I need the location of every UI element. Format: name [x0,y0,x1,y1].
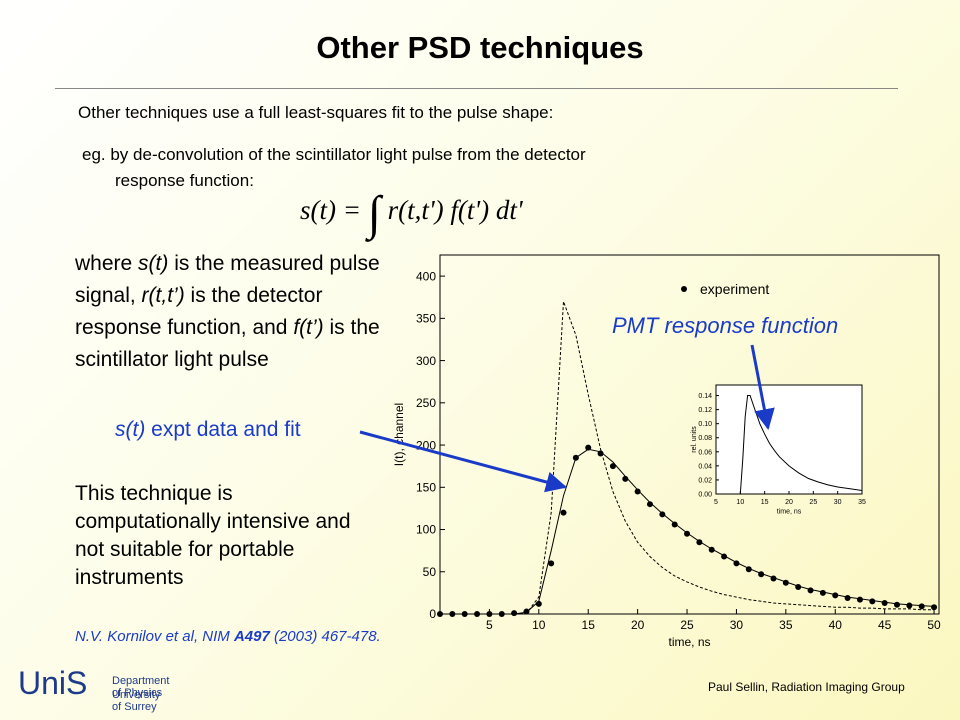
example-line: eg. by de-convolution of the scintillato… [82,145,586,164]
legend-label: experiment [700,281,769,297]
pmt-label: PMT response function [612,313,839,338]
x-tick-label: 35 [779,618,793,632]
y-axis-label: I(t), channel [392,403,406,466]
y-tick-label: 0.04 [698,463,712,470]
y-tick-label: 0.06 [698,449,712,456]
x-tick-label: 30 [730,618,744,632]
y-tick-label: 0.02 [698,477,712,484]
data-point [906,602,913,609]
x-tick-label: 20 [785,499,793,506]
curve [440,448,935,615]
x-tick-label: 40 [829,618,843,632]
logo-line: University of Surrey [112,689,161,713]
data-point [869,598,876,605]
x-tick-label: 25 [680,618,694,632]
equation-lhs: s(t) = [300,195,361,225]
y-tick-label: 300 [416,354,436,368]
curve [716,395,863,495]
footer: Paul Sellin, Radiation Imaging Group [708,680,905,694]
y-axis-label: rel. units [691,426,698,453]
example-text: eg. by de-convolution of the scintillato… [82,142,586,194]
equation: s(t) = ∫ r(t,t') f(t') dt' [300,186,523,241]
text: f(t’) [293,316,324,339]
x-tick-label: 10 [532,618,546,632]
text: N.V. Kornilov et al, NIM [75,628,234,645]
x-tick-label: 15 [582,618,596,632]
text: s(t) [138,252,169,275]
data-point [856,596,863,603]
y-tick-label: 350 [416,312,436,326]
slide-title: Other PSD techniques [316,30,644,65]
x-tick-label: 10 [736,499,744,506]
x-tick-label: 15 [761,499,769,506]
curve [440,301,935,615]
x-axis-label: time, ns [668,635,710,649]
y-tick-label: 0.10 [698,421,712,428]
x-tick-label: 45 [878,618,892,632]
x-tick-label: 5 [714,499,718,506]
y-tick-label: 0.08 [698,435,712,442]
y-tick-label: 0.00 [698,491,712,498]
fit-label: s(t) expt data and fit [115,418,301,442]
data-point [548,560,555,567]
text: where [75,252,139,275]
plot-frame [715,384,863,495]
data-point [931,604,938,611]
title-rule [55,88,898,89]
data-point [560,509,567,516]
data-point [646,501,653,508]
citation: N.V. Kornilov et al, NIM A497 (2003) 467… [75,628,381,645]
data-point [585,444,592,451]
arrow [359,430,568,493]
arrow [750,344,775,431]
x-tick-label: 50 [927,618,941,632]
x-tick-label: 30 [834,499,842,506]
conclusion: This technique is computationally intens… [75,482,351,589]
logo: UniS Department of Physics University of… [18,665,169,713]
y-tick-label: 250 [416,396,436,410]
y-tick-label: 0.12 [698,407,712,414]
y-tick-label: 150 [416,480,436,494]
data-point [894,601,901,608]
legend-marker [681,286,687,292]
text: is the measured pulse signal, [75,252,380,307]
text: A497 [233,628,270,645]
x-tick-label: 25 [809,499,817,506]
data-point [609,463,616,470]
data-point [918,603,925,610]
text: (2003) 467-478. [269,628,381,645]
x-tick-label: 20 [631,618,645,632]
data-point [511,610,518,617]
example-line: response function: [115,171,254,190]
text: s(t) [115,418,146,441]
y-tick-label: 50 [423,565,437,579]
y-tick-label: 0.14 [698,393,712,400]
description: where s(t) is the measured pulse signal,… [75,248,410,376]
text: is the detector response function, and [75,284,323,339]
text: expt data and fit [145,418,301,441]
plot-frame [439,254,940,615]
text: is the scintillator light pulse [75,316,380,371]
y-tick-label: 0 [429,607,436,621]
logo-mark: UniS [18,665,88,701]
y-tick-label: 400 [416,269,436,283]
data-point [844,594,851,601]
data-point [881,600,888,607]
intro-text: Other techniques use a full least-square… [78,103,554,122]
data-point [634,488,641,495]
x-tick-label: 35 [858,499,866,506]
logo-line: Department of Physics [112,675,170,699]
text: r(t,t’) [141,284,185,307]
x-tick-label: 5 [486,618,493,632]
x-axis-label: time, ns [777,509,802,516]
equation-rhs: r(t,t') f(t') dt' [387,195,523,225]
integral-sign: ∫ [367,187,381,240]
y-tick-label: 100 [416,523,436,537]
